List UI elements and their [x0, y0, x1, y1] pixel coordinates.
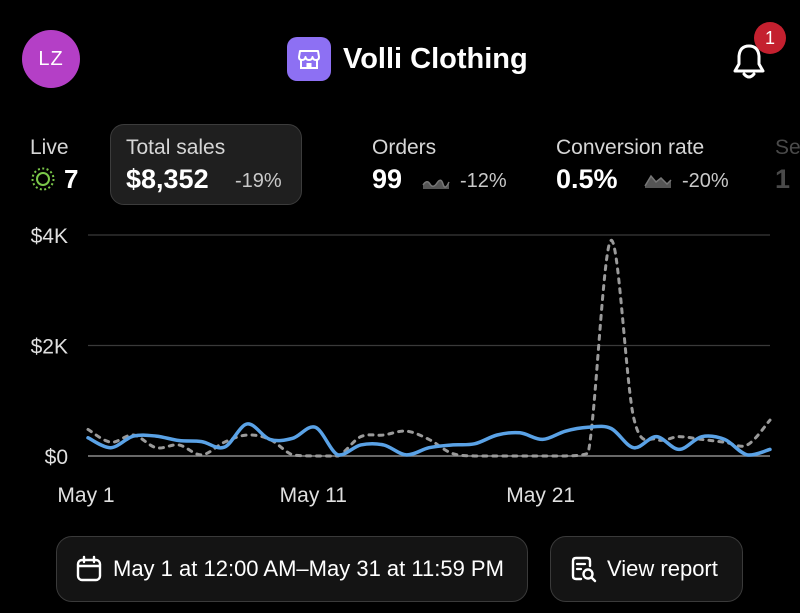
y-tick-label: $2K	[31, 336, 68, 359]
metric-partial-value: 1	[775, 164, 791, 194]
metric-conversion-delta: -20%	[682, 170, 729, 192]
metric-live-value: 7	[64, 164, 79, 194]
x-tick-label: May 11	[280, 484, 347, 507]
y-tick-label: $4K	[31, 225, 68, 248]
view-report-label: View report	[607, 556, 718, 581]
metric-partial-label: Se	[775, 136, 800, 159]
metric-total-sales-delta: -19%	[235, 170, 282, 192]
store-name: Volli Clothing	[343, 42, 528, 75]
metric-orders-label: Orders	[372, 136, 437, 159]
metric-orders-delta: -12%	[460, 170, 507, 192]
x-tick-label: May 21	[506, 484, 575, 507]
avatar[interactable]: LZ	[22, 30, 80, 88]
x-tick-label: May 1	[57, 484, 114, 507]
date-range-label: May 1 at 12:00 AM–May 31 at 11:59 PM	[113, 556, 504, 581]
notification-badge: 1	[754, 22, 786, 54]
comparison-series-line	[86, 239, 772, 458]
y-tick-label: $0	[45, 446, 68, 469]
live-indicator-icon	[31, 167, 55, 191]
conversion-sparkline-icon	[644, 174, 672, 188]
current-series-line	[86, 422, 772, 457]
view-report-button[interactable]: View report	[550, 536, 743, 602]
metric-orders-value: 99	[372, 164, 403, 194]
metric-total-sales-value: $8,352	[126, 164, 209, 194]
metric-conversion-value: 0.5%	[556, 164, 618, 194]
metrics-bar: Live 7 Total sales $8,352 -19% Orders 99…	[0, 0, 800, 215]
metric-live-label: Live	[30, 136, 69, 159]
metric-conversion-label: Conversion rate	[556, 136, 705, 159]
report-search-icon	[571, 556, 597, 583]
metric-total-sales-label: Total sales	[126, 136, 226, 159]
store-switcher[interactable]: Volli Clothing	[287, 37, 528, 81]
sales-chart: $4K $2K $0 May 1 May 11 May 21	[31, 225, 772, 507]
notifications-button[interactable]	[727, 40, 771, 84]
bell-icon	[733, 44, 765, 79]
store-icon	[287, 37, 331, 81]
calendar-icon	[76, 555, 102, 582]
date-range-button[interactable]: May 1 at 12:00 AM–May 31 at 11:59 PM	[56, 536, 528, 602]
metric-total-sales[interactable]	[110, 124, 302, 205]
orders-sparkline-icon	[422, 179, 450, 189]
avatar-initials: LZ	[38, 47, 64, 70]
